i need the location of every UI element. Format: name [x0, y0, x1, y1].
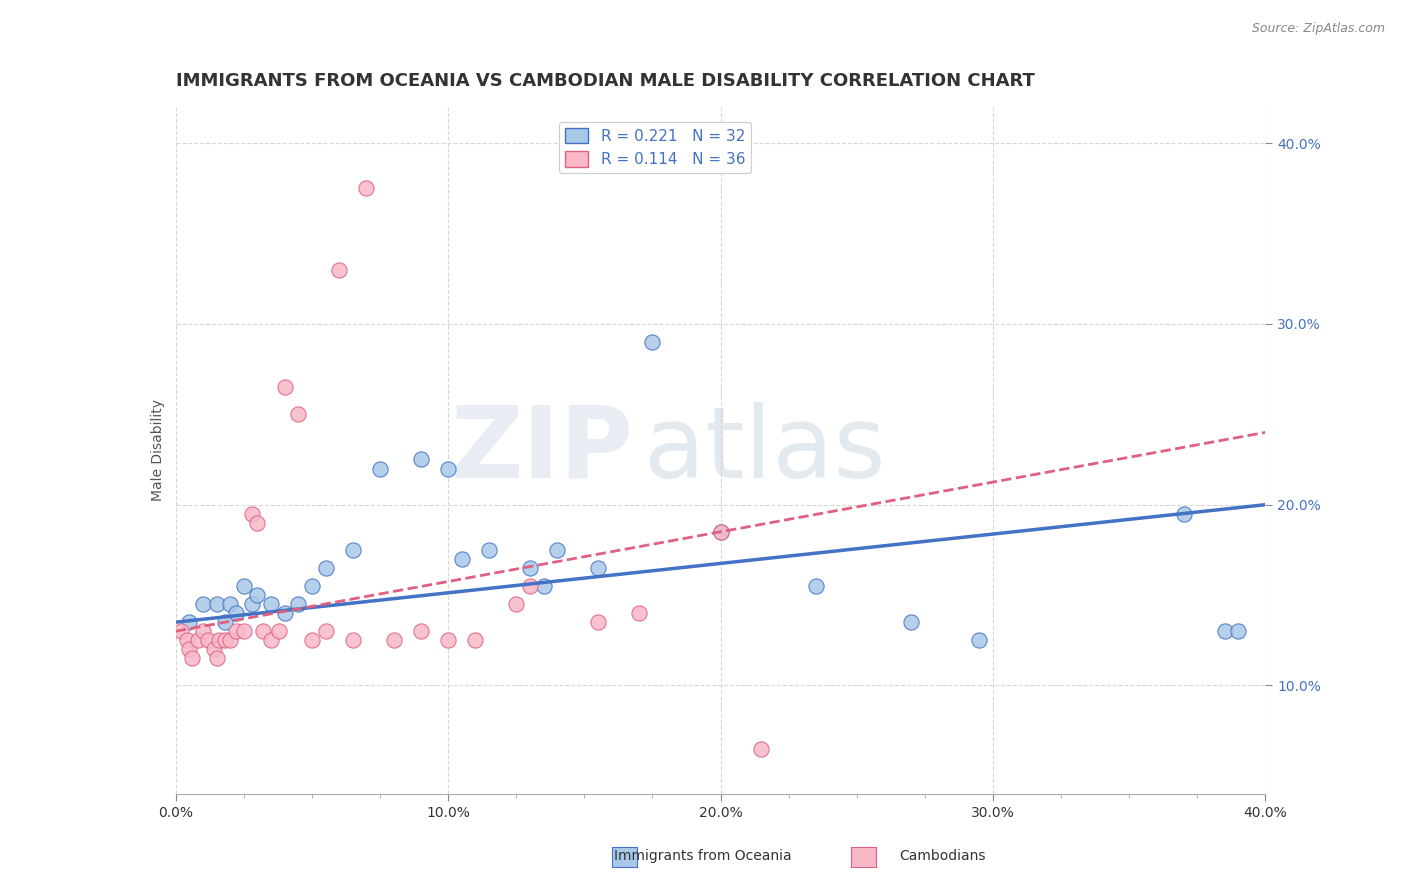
- Point: [232, 579, 254, 593]
- Point: [191, 624, 214, 639]
- Point: [900, 615, 922, 630]
- Point: [368, 461, 391, 475]
- Text: IMMIGRANTS FROM OCEANIA VS CAMBODIAN MALE DISABILITY CORRELATION CHART: IMMIGRANTS FROM OCEANIA VS CAMBODIAN MAL…: [176, 72, 1035, 90]
- Point: [225, 624, 247, 639]
- Point: [214, 615, 236, 630]
- Point: [232, 624, 254, 639]
- Point: [751, 741, 773, 756]
- Text: atlas: atlas: [644, 402, 886, 499]
- Point: [246, 516, 269, 530]
- Point: [586, 561, 609, 575]
- Point: [240, 507, 263, 521]
- Point: [260, 597, 283, 611]
- Point: [641, 334, 664, 349]
- Point: [246, 588, 269, 602]
- Point: [179, 642, 201, 657]
- Point: [804, 579, 827, 593]
- Point: [240, 597, 263, 611]
- Point: [437, 633, 460, 648]
- Point: [191, 597, 214, 611]
- Point: [205, 597, 228, 611]
- Point: [519, 579, 541, 593]
- Point: [208, 633, 231, 648]
- Point: [269, 624, 291, 639]
- Point: [710, 524, 733, 539]
- Legend: R = 0.221   N = 32, R = 0.114   N = 36: R = 0.221 N = 32, R = 0.114 N = 36: [560, 121, 751, 173]
- Point: [356, 181, 378, 195]
- Point: [315, 561, 337, 575]
- Point: [519, 561, 541, 575]
- Point: [505, 597, 527, 611]
- Point: [176, 633, 198, 648]
- Point: [464, 633, 486, 648]
- Point: [586, 615, 609, 630]
- Point: [274, 380, 297, 394]
- Point: [1173, 507, 1195, 521]
- Point: [1213, 624, 1236, 639]
- Point: [533, 579, 555, 593]
- Point: [179, 615, 201, 630]
- Point: [710, 524, 733, 539]
- Point: [287, 407, 309, 421]
- Point: [315, 624, 337, 639]
- Text: ZIP: ZIP: [450, 402, 633, 499]
- Point: [202, 642, 225, 657]
- Text: Source: ZipAtlas.com: Source: ZipAtlas.com: [1251, 22, 1385, 36]
- Point: [342, 542, 364, 557]
- Point: [225, 606, 247, 620]
- Point: [170, 624, 193, 639]
- Point: [186, 633, 209, 648]
- Point: [274, 606, 297, 620]
- Point: [219, 597, 242, 611]
- Point: [287, 597, 309, 611]
- Point: [627, 606, 650, 620]
- Text: Immigrants from Oceania: Immigrants from Oceania: [614, 849, 792, 863]
- Point: [546, 542, 568, 557]
- Point: [409, 452, 432, 467]
- Point: [328, 262, 350, 277]
- Point: [219, 633, 242, 648]
- Point: [450, 552, 472, 566]
- Point: [1227, 624, 1250, 639]
- Point: [301, 633, 323, 648]
- Point: [437, 461, 460, 475]
- Point: [252, 624, 274, 639]
- Point: [181, 651, 204, 665]
- Point: [969, 633, 991, 648]
- Text: Cambodians: Cambodians: [898, 849, 986, 863]
- Point: [409, 624, 432, 639]
- Y-axis label: Male Disability: Male Disability: [150, 400, 165, 501]
- Point: [260, 633, 283, 648]
- Point: [478, 542, 501, 557]
- Point: [214, 633, 236, 648]
- Point: [301, 579, 323, 593]
- Point: [342, 633, 364, 648]
- Point: [382, 633, 405, 648]
- Point: [205, 651, 228, 665]
- Point: [197, 633, 219, 648]
